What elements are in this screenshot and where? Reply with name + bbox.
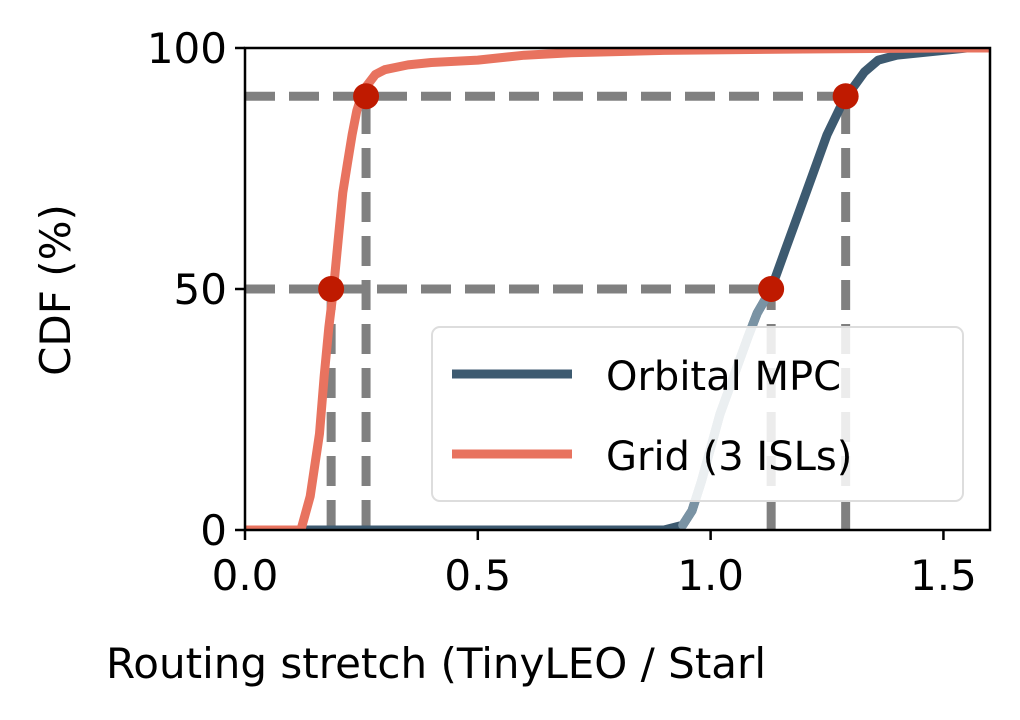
highlight-markers <box>318 83 859 302</box>
legend-label-orbital-mpc: Orbital MPC <box>606 354 841 400</box>
highlight-marker-2 <box>758 276 785 302</box>
y-tick-label: 50 <box>174 265 227 314</box>
y-axis-label: CDF (%) <box>31 204 80 376</box>
highlight-marker-3 <box>832 83 859 110</box>
y-tick-label: 100 <box>147 24 227 73</box>
legend: Orbital MPC Grid (3 ISLs) <box>431 326 964 502</box>
x-axis-ticks: 0.0 0.5 1.0 1.5 <box>212 530 977 600</box>
x-tick-label: 1.5 <box>910 551 977 600</box>
y-axis-ticks: 0 50 100 <box>147 24 245 555</box>
y-tick-label: 0 <box>200 506 227 555</box>
highlight-marker-0 <box>318 276 345 302</box>
legend-label-grid-3-isls: Grid (3 ISLs) <box>606 434 852 480</box>
x-tick-label: 1.0 <box>677 551 744 600</box>
x-tick-label: 0.5 <box>444 551 511 600</box>
x-axis-label: Routing stretch (TinyLEO / Starl <box>106 639 766 688</box>
x-tick-label: 0.0 <box>212 551 279 600</box>
highlight-marker-1 <box>353 83 380 110</box>
